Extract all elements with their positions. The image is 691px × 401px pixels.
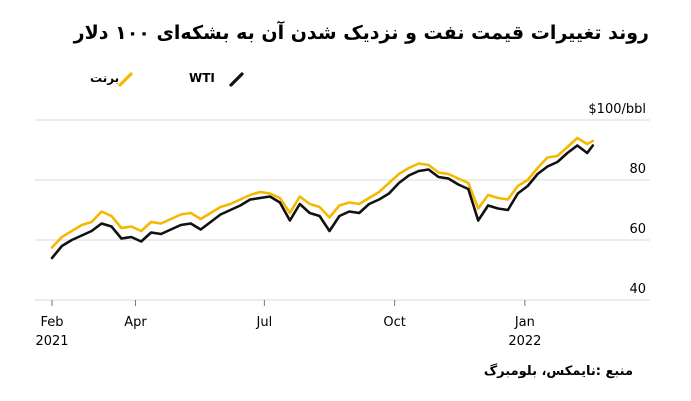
series-line-brent [50, 136, 595, 249]
y-tick-label-100: $100/bbl [588, 102, 646, 117]
series-line-wti [50, 144, 595, 260]
x-tick-label-Feb: Feb [40, 315, 63, 330]
legend-label-wti: WTI [189, 71, 215, 85]
legend-label-brent: برنت [90, 71, 120, 85]
y-tick-label-80: 80 [629, 162, 646, 177]
x-tick-label-Apr: Apr [124, 315, 147, 330]
y-tick-label-60: 60 [629, 222, 646, 237]
source-note: منبع :نایمکس، بلومبرگ [483, 364, 633, 379]
legend-swatch-brent [118, 72, 133, 87]
x-tick-sublabel-2021: 2021 [35, 334, 68, 349]
legend-swatch-wti [229, 72, 244, 87]
x-tick-sublabel-2022: 2022 [508, 334, 541, 349]
x-tick-label-Jul: Jul [256, 315, 273, 330]
chart-title: روند تغییرات قیمت نفت و نزدیک شدن آن به … [73, 22, 649, 44]
x-tick-label-Jan: Jan [514, 315, 535, 330]
y-tick-label-40: 40 [629, 282, 646, 297]
x-tick-label-Oct: Oct [383, 315, 405, 330]
